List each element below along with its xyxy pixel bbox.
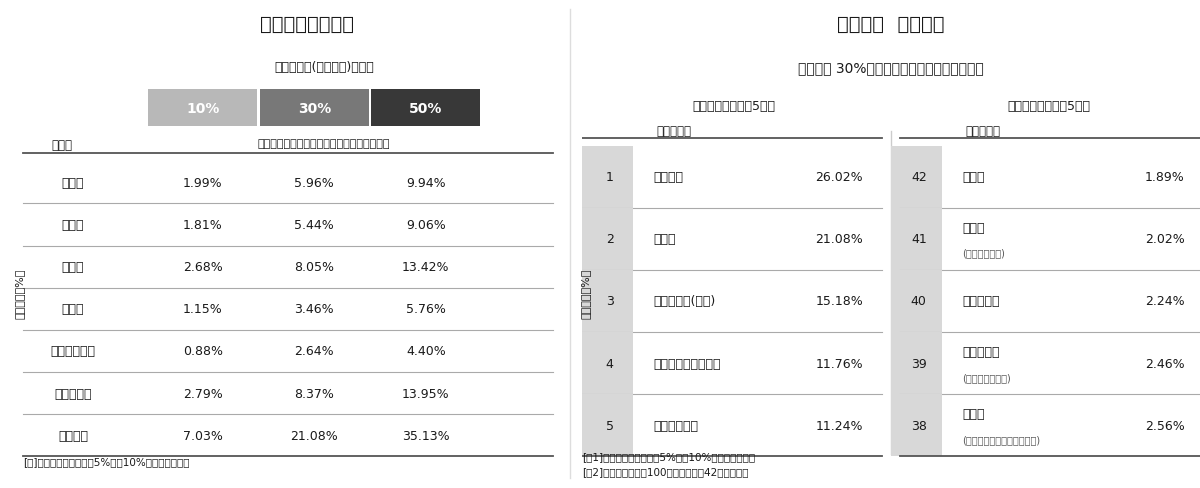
Text: 5: 5 bbox=[606, 419, 614, 432]
Text: 15.18%: 15.18% bbox=[816, 295, 863, 308]
Text: 4.40%: 4.40% bbox=[406, 345, 445, 358]
Text: 業種詳細別: 業種詳細別 bbox=[965, 124, 1000, 138]
Text: 各種商品卸(商社): 各種商品卸(商社) bbox=[653, 295, 715, 308]
Text: サービス業: サービス業 bbox=[54, 386, 91, 400]
Text: 1.89%: 1.89% bbox=[1145, 171, 1184, 184]
Text: (病院・診療所): (病院・診療所) bbox=[962, 248, 1004, 258]
Bar bbox=[890, 208, 942, 270]
Bar bbox=[582, 208, 632, 270]
Bar bbox=[582, 146, 632, 208]
Text: (食品スーパー等): (食品スーパー等) bbox=[962, 372, 1010, 382]
Text: 業種別　賃上げ力: 業種別 賃上げ力 bbox=[260, 15, 354, 34]
Text: 製造業: 製造業 bbox=[61, 219, 84, 232]
Text: 2.02%: 2.02% bbox=[1145, 233, 1184, 246]
Text: 0.88%: 0.88% bbox=[182, 345, 223, 358]
Bar bbox=[260, 90, 368, 127]
Text: 自動車整備等: 自動車整備等 bbox=[653, 419, 698, 432]
Text: 2.79%: 2.79% bbox=[182, 386, 222, 400]
Text: 2.46%: 2.46% bbox=[1145, 357, 1184, 370]
Text: 3: 3 bbox=[606, 295, 613, 308]
Text: 5.76%: 5.76% bbox=[406, 303, 446, 316]
Text: 3.46%: 3.46% bbox=[294, 303, 334, 316]
Text: [注1]　各業種ともに上下5%、計10%のトリム平均値: [注1] 各業種ともに上下5%、計10%のトリム平均値 bbox=[582, 451, 755, 461]
Text: (トラック・バス・タクシー): (トラック・バス・タクシー) bbox=[962, 434, 1040, 444]
Text: を人件費へ投資した場合の「賃上げ力」平均: を人件費へ投資した場合の「賃上げ力」平均 bbox=[258, 139, 390, 149]
Text: 農林水産: 農林水産 bbox=[653, 171, 683, 184]
Text: 化学・石油製品製造: 化学・石油製品製造 bbox=[653, 357, 720, 370]
Text: 13.95%: 13.95% bbox=[402, 386, 450, 400]
Bar bbox=[890, 146, 942, 208]
Text: 業種別: 業種別 bbox=[52, 139, 72, 152]
Text: 2.56%: 2.56% bbox=[1145, 419, 1184, 432]
Text: 35.13%: 35.13% bbox=[402, 429, 450, 442]
Text: 業種詳細別: 業種詳細別 bbox=[656, 124, 691, 138]
Text: 2: 2 bbox=[606, 233, 613, 246]
Text: 医療業: 医療業 bbox=[962, 222, 984, 235]
Bar bbox=[582, 332, 632, 394]
Text: 食料品小売: 食料品小売 bbox=[962, 346, 1000, 359]
Text: 42: 42 bbox=[911, 171, 926, 184]
Text: 41: 41 bbox=[911, 233, 926, 246]
Text: 賃上げ力（%）: 賃上げ力（%） bbox=[580, 267, 590, 318]
Bar bbox=[890, 332, 942, 394]
Text: 40: 40 bbox=[911, 295, 926, 308]
Text: 1.81%: 1.81% bbox=[182, 219, 222, 232]
Text: 卸売業: 卸売業 bbox=[61, 261, 84, 274]
Text: 運輸・通信業: 運輸・通信業 bbox=[50, 345, 96, 358]
Text: 50%: 50% bbox=[409, 102, 443, 116]
Text: 8.37%: 8.37% bbox=[294, 386, 335, 400]
Text: 飲食店: 飲食店 bbox=[962, 171, 984, 184]
Text: 不動産: 不動産 bbox=[653, 233, 676, 246]
Text: 出版・印刷: 出版・印刷 bbox=[962, 295, 1000, 308]
Text: 不動産業: 不動産業 bbox=[58, 429, 88, 442]
Text: 30%: 30% bbox=[298, 102, 331, 116]
Text: 「賃上げ力」上位5業種: 「賃上げ力」上位5業種 bbox=[692, 100, 775, 113]
Text: 38: 38 bbox=[911, 419, 926, 432]
Text: [注2]　分析母数が「100社」以上の計42業種が対象: [注2] 分析母数が「100社」以上の計42業種が対象 bbox=[582, 466, 749, 476]
Bar bbox=[149, 90, 257, 127]
Text: 1.99%: 1.99% bbox=[182, 177, 222, 189]
Text: 11.76%: 11.76% bbox=[816, 357, 863, 370]
Bar bbox=[890, 394, 942, 456]
Text: 「賃上げ力」下位5業種: 「賃上げ力」下位5業種 bbox=[1007, 100, 1090, 113]
Bar bbox=[890, 270, 942, 332]
Text: 9.06%: 9.06% bbox=[406, 219, 445, 232]
Text: 5.96%: 5.96% bbox=[294, 177, 334, 189]
Bar bbox=[582, 394, 632, 456]
Text: 建設業: 建設業 bbox=[61, 177, 84, 189]
Text: 小売業: 小売業 bbox=[61, 303, 84, 316]
Text: 1.15%: 1.15% bbox=[182, 303, 222, 316]
Text: 21.08%: 21.08% bbox=[290, 429, 338, 442]
Text: 10%: 10% bbox=[186, 102, 220, 116]
Text: 13.42%: 13.42% bbox=[402, 261, 450, 274]
Text: 賃上げ力（%）: 賃上げ力（%） bbox=[14, 267, 25, 318]
Text: 2.24%: 2.24% bbox=[1145, 295, 1184, 308]
Text: 21.08%: 21.08% bbox=[816, 233, 863, 246]
Text: （利益の 30%を人件費へ「投下」した場合）: （利益の 30%を人件費へ「投下」した場合） bbox=[798, 61, 984, 75]
Text: 業種詳細  賃上げ力: 業種詳細 賃上げ力 bbox=[838, 15, 944, 34]
Text: 2.64%: 2.64% bbox=[294, 345, 334, 358]
Text: 4: 4 bbox=[606, 357, 613, 370]
Text: [注]　各業種ともに上下5%、計10%のトリム平均値: [注] 各業種ともに上下5%、計10%のトリム平均値 bbox=[23, 456, 190, 466]
Text: 当期純利益(内部留保)のうち: 当期純利益(内部留保)のうち bbox=[274, 61, 374, 74]
Text: 1: 1 bbox=[606, 171, 613, 184]
Text: 運輸業: 運輸業 bbox=[962, 407, 984, 421]
Text: 8.05%: 8.05% bbox=[294, 261, 335, 274]
Text: 5.44%: 5.44% bbox=[294, 219, 334, 232]
Text: 9.94%: 9.94% bbox=[406, 177, 445, 189]
Bar bbox=[582, 270, 632, 332]
Text: 2.68%: 2.68% bbox=[182, 261, 222, 274]
Text: 26.02%: 26.02% bbox=[816, 171, 863, 184]
Text: 11.24%: 11.24% bbox=[816, 419, 863, 432]
Text: 39: 39 bbox=[911, 357, 926, 370]
Bar bbox=[372, 90, 480, 127]
Text: 7.03%: 7.03% bbox=[182, 429, 223, 442]
